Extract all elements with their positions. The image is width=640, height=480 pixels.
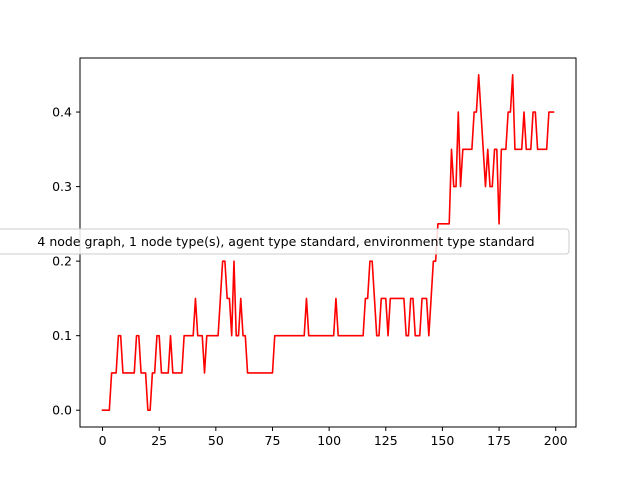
- y-tick-label: 0.1: [52, 328, 72, 343]
- legend: 4 node graph, 1 node type(s), agent type…: [0, 228, 570, 255]
- y-tick-label: 0.2: [52, 254, 72, 269]
- x-tick-label: 150: [430, 433, 454, 448]
- x-tick-label: 0: [99, 433, 107, 448]
- y-tick-label: 0.0: [52, 403, 72, 418]
- y-tick-label: 0.4: [52, 105, 72, 120]
- series-line-0: [101, 73, 555, 412]
- x-tick-label: 75: [265, 433, 281, 448]
- x-tick-label: 125: [374, 433, 398, 448]
- x-tick-label: 25: [151, 433, 167, 448]
- y-tick-label: 0.3: [52, 179, 72, 194]
- x-tick-label: 50: [208, 433, 224, 448]
- legend-box: [0, 228, 570, 255]
- legend-label: 4 node graph, 1 node type(s), agent type…: [37, 234, 534, 249]
- x-tick-label: 200: [544, 433, 568, 448]
- x-tick-label: 175: [487, 433, 511, 448]
- x-tick-label: 100: [317, 433, 341, 448]
- axes: 0 25 50 75 100 125 150 175 200 0.0 0.1 0.2 0.3 0.4: [52, 57, 577, 448]
- plot-area: [101, 73, 555, 412]
